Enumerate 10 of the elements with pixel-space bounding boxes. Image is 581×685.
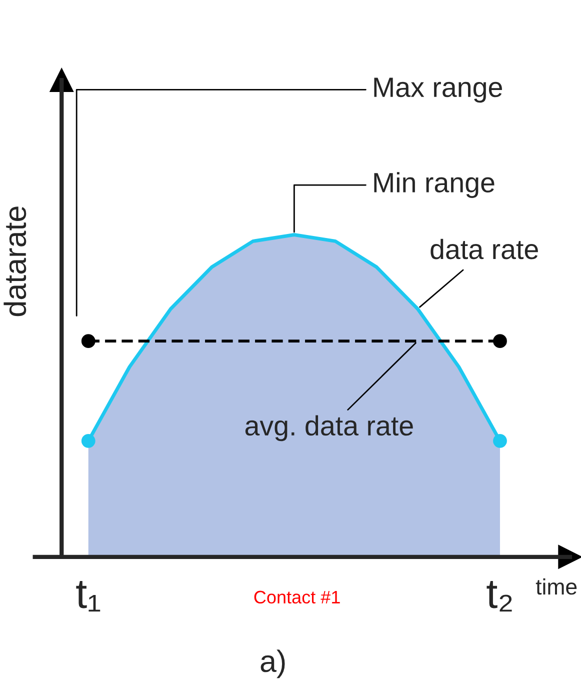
x-tick-label: t₂ [486, 580, 512, 612]
text: Min range [374, 172, 494, 198]
annotation: avg. data rate [245, 415, 413, 442]
y-axis-title: datarate [4, 206, 26, 316]
text: Max range [374, 78, 502, 103]
annotation: data rate [430, 238, 538, 260]
text: a) [260, 650, 285, 678]
x-tick-label: t₁ [76, 580, 100, 612]
x-axis-title: time [536, 578, 577, 595]
text: Contact #1 [254, 590, 340, 604]
